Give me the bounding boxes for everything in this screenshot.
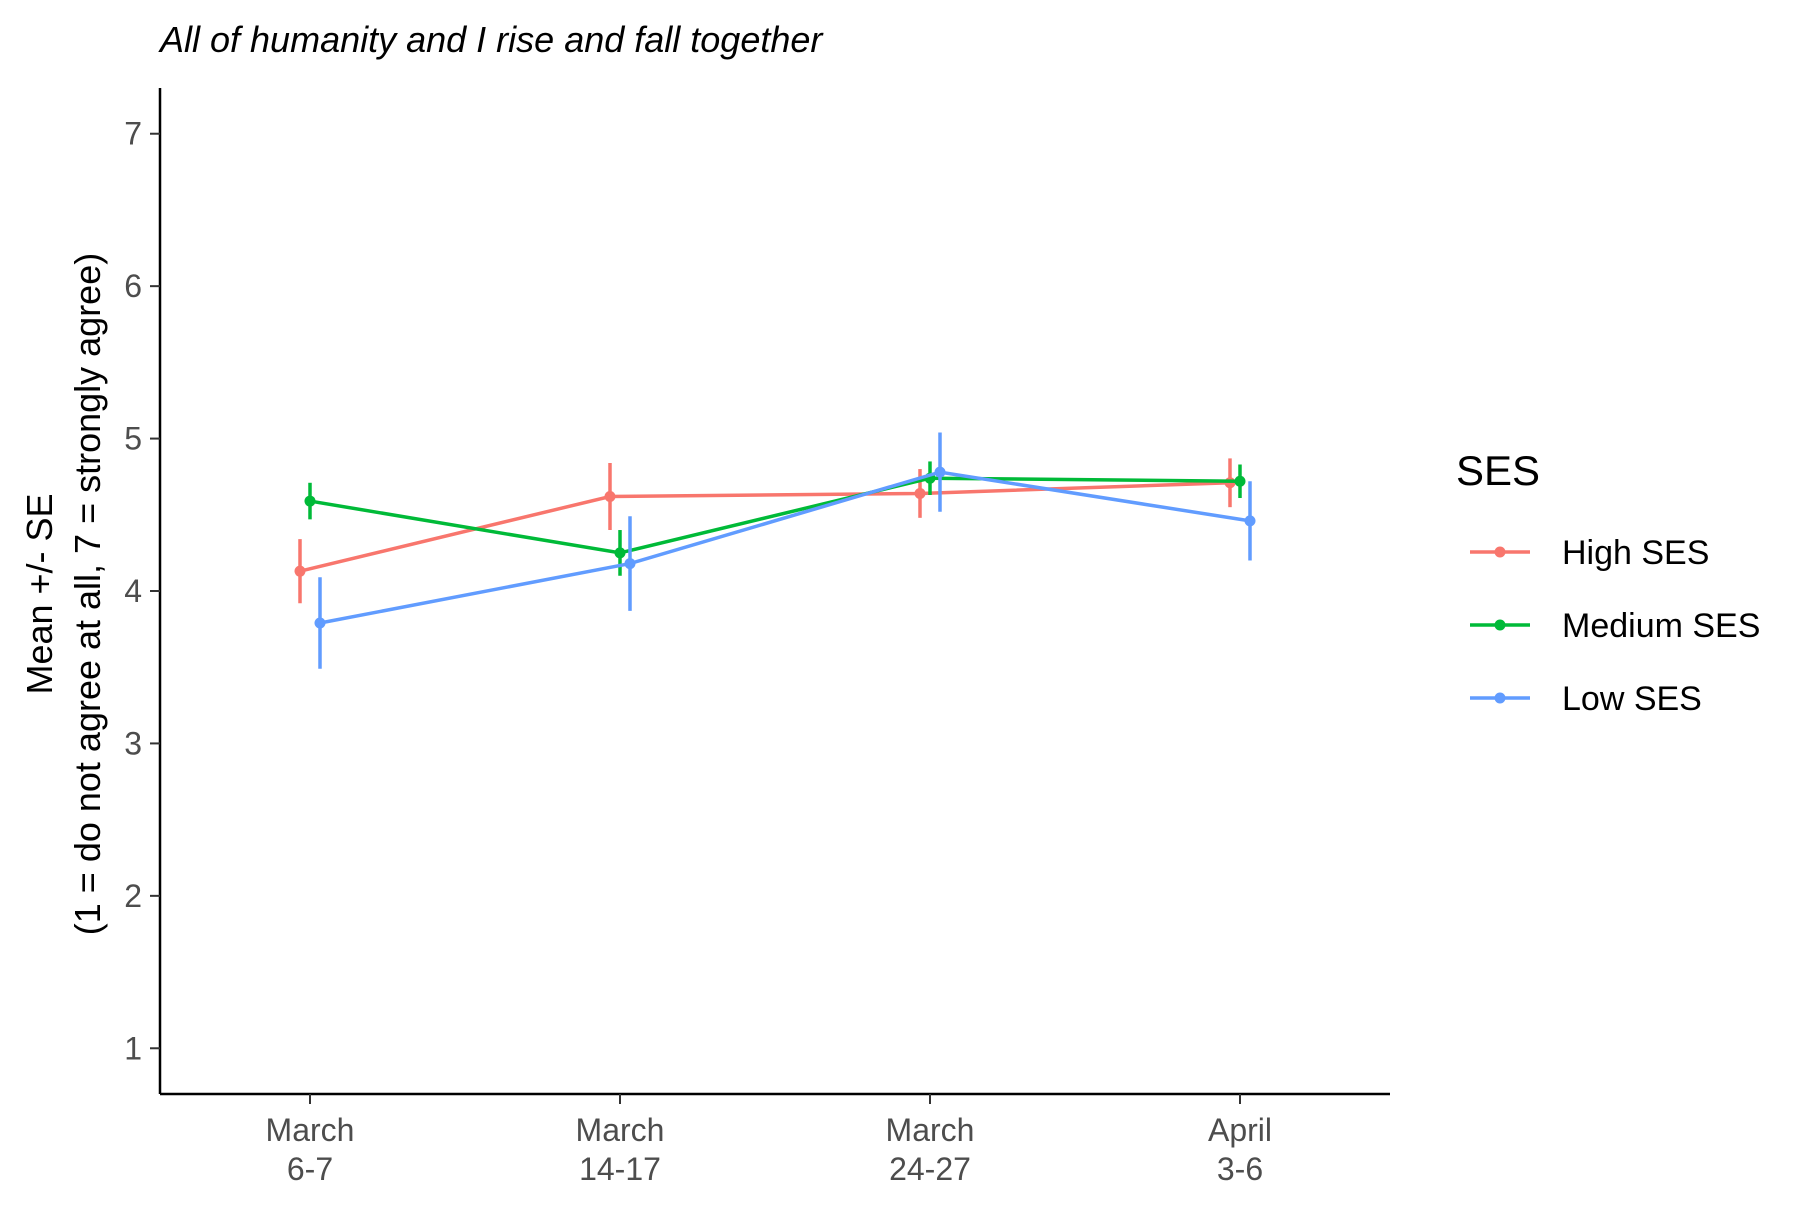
legend-item: Medium SES <box>1470 607 1760 645</box>
x-tick-label: 24-27 <box>889 1151 971 1187</box>
legend-key-point <box>1494 546 1506 558</box>
data-point <box>624 558 636 570</box>
data-point <box>934 466 946 478</box>
legend-items: High SES Medium SES Low SES <box>1470 534 1760 718</box>
legend-item: High SES <box>1470 534 1709 572</box>
y-axis-title-line-2: (1 = do not agree at all, 7 = strongly a… <box>67 253 108 935</box>
x-tick-label: April <box>1208 1112 1272 1148</box>
data-point <box>1234 475 1246 487</box>
series-high-ses <box>294 458 1236 604</box>
y-tick-label: 7 <box>124 116 142 152</box>
y-axis-title-line-1: Mean +/- SE <box>19 493 60 694</box>
legend-title: SES <box>1456 447 1540 494</box>
legend-key-point <box>1494 619 1506 631</box>
legend-item: Low SES <box>1470 680 1702 718</box>
x-tick-label: 6-7 <box>287 1151 333 1187</box>
data-point <box>294 565 306 577</box>
x-tick-label: March <box>576 1112 665 1148</box>
data-point <box>614 547 626 559</box>
y-ticks: 1 2 3 4 5 6 7 <box>124 116 160 1066</box>
series-medium-ses <box>304 461 1246 576</box>
legend: SES High SES Medium SES Low SES <box>1456 447 1760 718</box>
series-line <box>309 476 1241 555</box>
legend-label: High SES <box>1562 534 1709 572</box>
y-tick-label: 2 <box>124 878 142 914</box>
series-line <box>319 470 1251 625</box>
y-tick-label: 1 <box>124 1030 142 1066</box>
legend-key-point <box>1494 692 1506 704</box>
y-tick-label: 3 <box>124 725 142 761</box>
data-point <box>314 617 326 629</box>
y-axis-title: Mean +/- SE (1 = do not agree at all, 7 … <box>19 253 108 935</box>
series-layer <box>294 432 1256 669</box>
series-low-ses <box>314 432 1256 669</box>
x-tick-label: 3-6 <box>1217 1151 1263 1187</box>
x-tick-label: March <box>266 1112 355 1148</box>
chart-title: All of humanity and I rise and fall toge… <box>158 19 824 60</box>
data-point <box>604 490 616 502</box>
y-tick-label: 6 <box>124 268 142 304</box>
y-tick-label: 4 <box>124 573 142 609</box>
x-tick-label: 14-17 <box>579 1151 661 1187</box>
data-point <box>304 495 316 507</box>
legend-label: Low SES <box>1562 680 1702 718</box>
data-point <box>1244 515 1256 527</box>
data-point <box>914 487 926 499</box>
axes <box>158 88 1390 1096</box>
legend-label: Medium SES <box>1562 607 1760 645</box>
y-tick-label: 5 <box>124 421 142 457</box>
x-tick-label: March <box>886 1112 975 1148</box>
series-line <box>299 481 1231 573</box>
